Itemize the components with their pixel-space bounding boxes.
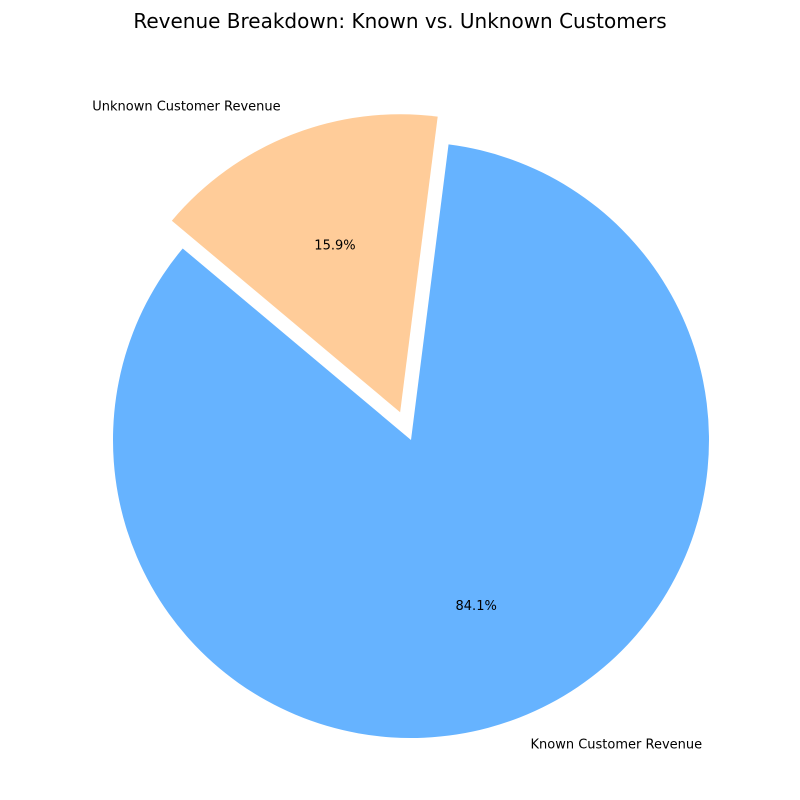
labels-layer: 84.1% Known Customer Revenue 15.9% Unknown … <box>92 100 702 753</box>
chart-title: Revenue Breakdown: Known vs. Unknown Cus… <box>133 9 667 33</box>
slice-percent-label: 84.1% <box>456 599 497 614</box>
pie-slice-unknown <box>171 114 438 413</box>
slice-percent-label: 15.9% <box>314 238 355 253</box>
slice-category-label: Known Customer Revenue <box>531 738 703 753</box>
slice-category-label: Unknown Customer Revenue <box>92 100 280 115</box>
pie-slice-known <box>113 144 710 738</box>
slices-layer <box>113 114 710 738</box>
